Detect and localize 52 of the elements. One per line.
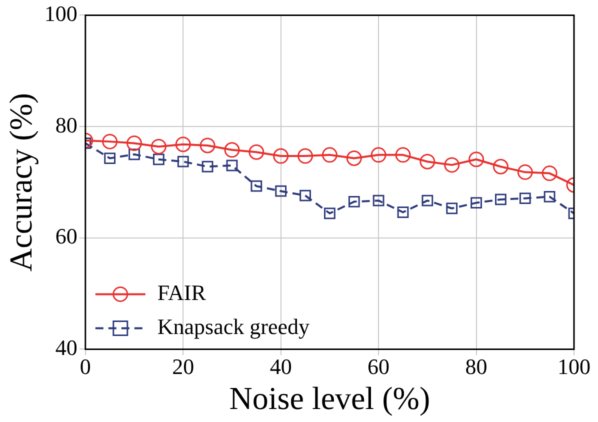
x-tick-label: 80 (465, 354, 488, 380)
y-tick-label: 100 (44, 0, 78, 26)
x-tick-label: 0 (80, 354, 91, 380)
point (542, 166, 558, 182)
point (300, 190, 311, 202)
point (395, 147, 411, 163)
y-tick-label: 60 (55, 224, 78, 249)
point (128, 148, 140, 160)
y-tick-label: 80 (55, 112, 78, 138)
point (177, 156, 189, 168)
point (370, 147, 386, 163)
point (104, 152, 116, 164)
x-tick-label: 40 (270, 354, 292, 380)
point (322, 147, 338, 163)
point (102, 134, 118, 150)
point (422, 194, 434, 206)
point (126, 135, 142, 151)
point (348, 196, 360, 208)
point (248, 144, 264, 160)
point (492, 158, 508, 174)
point (468, 152, 484, 168)
point (519, 192, 531, 204)
point (470, 197, 482, 208)
point (273, 148, 289, 164)
legend-label: Knapsack greedy (157, 314, 310, 339)
point (495, 194, 506, 206)
point (420, 154, 436, 170)
x-tick-label: 100 (558, 354, 590, 380)
x-axis-title: Noise level (%) (229, 380, 430, 416)
point (150, 138, 166, 154)
x-tick-label: 20 (172, 354, 194, 380)
point (224, 142, 240, 158)
point (397, 206, 409, 218)
legend-label: FAIR (157, 280, 206, 305)
point (175, 136, 191, 152)
point (202, 160, 214, 172)
point (152, 154, 164, 166)
point (226, 160, 238, 172)
point (200, 138, 216, 154)
y-axis-title: Accuracy (%) (2, 92, 39, 272)
point (324, 208, 336, 220)
point (275, 185, 287, 197)
point (544, 190, 556, 202)
point (298, 148, 314, 164)
point (250, 180, 262, 192)
x-tick-label: 60 (368, 354, 390, 380)
point (446, 202, 458, 214)
point (444, 157, 460, 173)
point (517, 164, 533, 180)
point (346, 150, 362, 166)
y-tick-label: 40 (55, 334, 78, 360)
point (372, 194, 384, 206)
